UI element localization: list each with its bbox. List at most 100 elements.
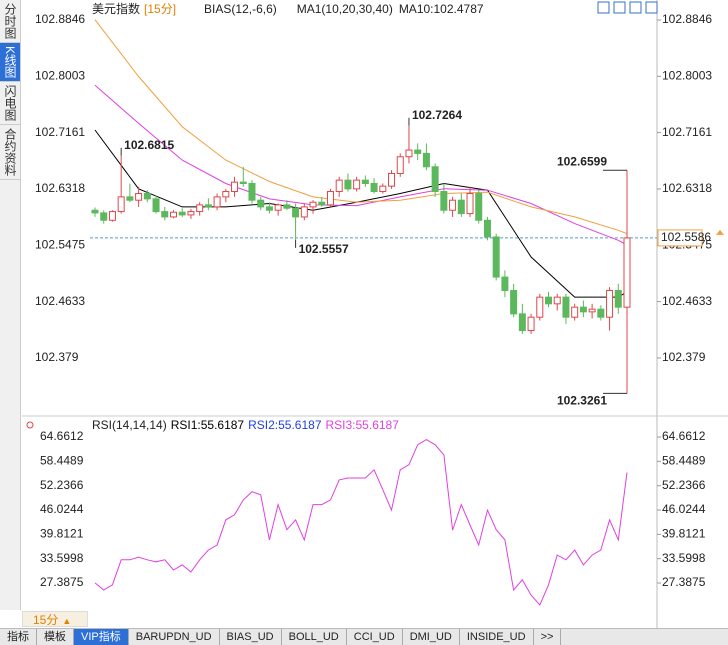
annotation-label: 102.5557 (299, 242, 349, 256)
y-tick-label-right: 52.2366 (662, 478, 706, 492)
candle-body (606, 289, 614, 318)
candle-body (318, 201, 326, 206)
candle-body (292, 207, 300, 218)
candle-body (449, 199, 457, 211)
candle-body (614, 289, 622, 308)
toolbar-icon (645, 1, 658, 14)
candle-body (274, 204, 282, 211)
candle-body (309, 201, 317, 208)
ma-label: MA1(10,20,30,40) (297, 2, 393, 16)
y-tick-label: 102.4633 (35, 294, 85, 308)
candle-body (161, 211, 169, 218)
candle-body (117, 196, 125, 213)
y-tick-label-right: 33.5998 (662, 551, 706, 565)
legend-entry: RSI3:55.6187 (326, 418, 400, 432)
toolbar-icon (613, 1, 626, 14)
period-label: 15分 (33, 613, 59, 627)
candle-body (204, 204, 212, 208)
candle-body (527, 316, 535, 332)
y-tick-label-right: 39.8121 (662, 527, 706, 541)
candle-body (135, 193, 143, 201)
candle-body (623, 237, 631, 308)
candle-body (126, 196, 134, 201)
y-tick-label: 102.379 (35, 350, 79, 364)
candle-body (405, 149, 413, 158)
y-tick-label-right: 102.8003 (662, 69, 712, 83)
y-tick-label: 102.8846 (35, 12, 85, 26)
y-tick-label-right: 102.379 (662, 350, 706, 364)
candle-body (588, 308, 596, 313)
side-tab[interactable]: 闪电图 (0, 82, 20, 126)
candle-body (248, 182, 256, 201)
period-select[interactable]: 15分 ▲ (22, 611, 88, 627)
candle-body (571, 306, 579, 318)
candle-body (422, 152, 430, 168)
y-tick-label: 39.8121 (40, 527, 84, 541)
annotation-label: 102.3261 (557, 394, 607, 408)
bottom-tab[interactable]: >> (534, 629, 562, 645)
y-tick-label-right: 102.6318 (662, 181, 712, 195)
candle-body (457, 199, 465, 215)
chart-title: RSI(14,14,14) (92, 418, 167, 432)
bottom-tab[interactable]: 模板 (37, 629, 74, 645)
candle-body (178, 211, 186, 216)
candle-body (187, 211, 195, 216)
candle-body (466, 193, 474, 215)
y-tick-label: 102.8003 (35, 69, 85, 83)
chart-header: 美元指数 [15分] BIAS(12,-6,6) MA1(10,20,30,40) MA… (92, 1, 484, 16)
y-tick-label: 102.5475 (35, 238, 85, 252)
legend-entry: RSI1:55.6187 (171, 418, 245, 432)
toolbar-icon (629, 1, 642, 14)
candle-body (326, 191, 334, 206)
candle-body (213, 196, 221, 208)
bottom-tab[interactable]: VIP指标 (74, 629, 129, 645)
y-tick-label: 46.0244 (40, 502, 84, 516)
ma-value: MA10:102.4787 (399, 2, 484, 16)
candle-body (91, 209, 99, 214)
side-tab[interactable]: 分时图 (0, 0, 20, 43)
bottom-tab[interactable]: 指标 (0, 629, 37, 645)
candle-body (597, 308, 605, 318)
bottom-tab[interactable]: BOLL_UD (282, 629, 347, 645)
last-price-arrow (716, 229, 724, 235)
side-tab[interactable]: 合约资料 (0, 125, 20, 181)
candle-body (431, 166, 439, 193)
candle-body (518, 313, 526, 332)
y-tick-label: 64.6612 (40, 429, 84, 443)
candle-body (143, 193, 151, 200)
candle-body (396, 156, 404, 174)
candle-body (414, 149, 422, 154)
chart-header: RSI(14,14,14) RSI1:55.6187 RSI2:55.6187 RSI… (92, 418, 399, 432)
y-tick-label: 27.3875 (40, 575, 84, 589)
candle-body (483, 219, 491, 238)
bottom-tab[interactable]: DMI_UD (403, 629, 460, 645)
bottom-tab[interactable]: CCI_UD (347, 629, 403, 645)
candle-body (108, 211, 116, 221)
period-label: [15分] (144, 2, 176, 16)
y-tick-label-right: 64.6612 (662, 429, 706, 443)
candle-body (152, 198, 160, 213)
bottom-tab[interactable]: BARUPDN_UD (129, 629, 220, 645)
candle-body (283, 204, 291, 209)
annotation-label: 102.6815 (124, 138, 174, 152)
candle-body (440, 191, 448, 211)
rsi-line (94, 439, 628, 606)
candle-body (553, 296, 561, 305)
y-tick-label: 52.2366 (40, 478, 84, 492)
annotation-label: 102.6599 (557, 154, 607, 168)
bottom-tab[interactable]: INSIDE_UD (460, 629, 534, 645)
side-tabs: 分时图 K线图 闪电图 合约资料 (0, 0, 21, 610)
candle-body (510, 289, 518, 315)
y-tick-label-right: 102.8846 (662, 12, 712, 26)
ma-line (94, 129, 628, 298)
legend-entry: RSI2:55.6187 (248, 418, 322, 432)
annotation-label: 102.7264 (412, 108, 462, 122)
side-tab[interactable]: K线图 (0, 43, 20, 83)
candle-body (169, 211, 177, 218)
bottom-tab[interactable]: BIAS_UD (220, 629, 282, 645)
y-tick-label-right: 102.7161 (662, 125, 712, 139)
candle-body (361, 179, 369, 184)
candle-body (300, 206, 308, 218)
